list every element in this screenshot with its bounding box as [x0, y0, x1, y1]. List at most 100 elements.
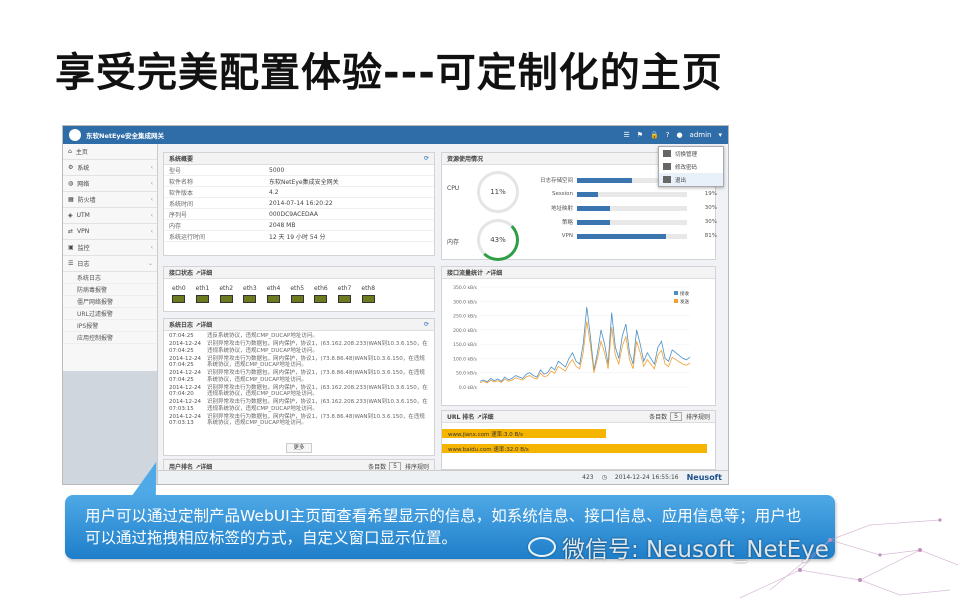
sidebar-item[interactable]: ◍ 网络 ‹ — [63, 176, 157, 192]
system-log-panel[interactable]: 系统日志 ↗详细 ⟳ 07:04:25 违反系统协议，违规CMP_DUCAP地址访问… — [163, 318, 435, 456]
sidebar-subitem[interactable]: 防病毒报警 — [63, 284, 157, 296]
port-label: eth4 — [266, 285, 281, 292]
sidebar-item[interactable]: ⚙ 系统 ‹ — [63, 160, 157, 176]
sidebar-subitem[interactable]: 僵尸网络报警 — [63, 296, 157, 308]
brand-logo: Neusoft — [686, 473, 722, 482]
sidebar-subitem[interactable]: URL过滤报警 — [63, 308, 157, 320]
resource-bar-pct: 81% — [704, 233, 717, 239]
port-item[interactable]: eth5 — [290, 285, 304, 303]
help-icon[interactable]: ? — [665, 131, 670, 139]
logo-icon — [69, 129, 81, 141]
chevron-left-icon: ‹ — [150, 164, 153, 171]
resource-bar-fill — [577, 219, 610, 225]
log-time: 2014-12-24 07:03:15 — [169, 399, 201, 412]
page-size-label: 条目数 — [368, 463, 387, 471]
sidebar-item-label: 主页 — [75, 149, 88, 156]
port-status-title: 接口状态 ↗详细 — [169, 270, 213, 277]
url-sort-label: 排序规则 — [685, 414, 710, 421]
refresh-icon[interactable]: ⟳ — [423, 321, 429, 328]
legend-swatch — [674, 299, 678, 303]
url-page-size-select[interactable]: 5 — [670, 412, 682, 421]
sidebar-item-label: VPN — [77, 228, 90, 235]
globe-icon: ◍ — [68, 180, 74, 187]
port-item[interactable]: eth3 — [243, 285, 257, 303]
sidebar-item[interactable]: ⌂ 主页 — [63, 144, 157, 160]
url-rank-panel[interactable]: URL 排名 ↗详细 条目数 5 排序规则 www.jianx.com 速率:3… — [441, 410, 716, 470]
port-label: eth8 — [361, 285, 376, 292]
y-tick-label: 200.0 kB/s — [453, 328, 478, 334]
resource-bar-row: 策略 30% — [537, 215, 717, 229]
alert-icon[interactable]: ⚑ — [636, 131, 643, 139]
port-item[interactable]: eth0 — [172, 285, 186, 303]
firewall-icon: ▦ — [68, 196, 74, 203]
sidebar-item-label: 监控 — [77, 245, 90, 252]
port-label: eth5 — [290, 285, 305, 292]
sidebar-item[interactable]: ◈ UTM ‹ — [63, 208, 157, 224]
dropdown-item-label: 退出 — [675, 177, 687, 184]
port-status-panel[interactable]: 接口状态 ↗详细 eth0 eth1 eth2 eth3 eth4 eth5 eth6 eth… — [163, 266, 435, 312]
resource-bar-track — [577, 219, 687, 225]
menu-icon[interactable]: ☰ — [623, 131, 630, 139]
sidebar-item[interactable]: ☰ 日志 ⌄ — [63, 256, 157, 272]
cpu-label: CPU — [447, 185, 460, 192]
log-row: 2014-12-24 07:04:25 识别异常攻击行为数据包，网内保护，协议1，… — [169, 370, 429, 383]
dropdown-item[interactable]: 修改密码 — [659, 160, 723, 173]
url-page-size-label: 条目数 — [649, 414, 668, 421]
sidebar-item-label: 日志 — [77, 261, 90, 268]
traffic-chart: 0.0 kB/s 50.0 kB/s 100.0 kB/s 150.0 kB/s 200… — [453, 285, 691, 391]
chevron-left-icon: ‹ — [150, 180, 153, 187]
sidebar-item[interactable]: ⇄ VPN ‹ — [63, 224, 157, 240]
sidebar-subitem[interactable]: 系统日志 — [63, 272, 157, 284]
sidebar-item-label: UTM — [76, 212, 90, 219]
sidebar-item-label: 系统 — [77, 165, 90, 172]
memory-gauge: 43% — [477, 219, 519, 261]
port-label: eth3 — [243, 285, 257, 292]
shield-icon: ◈ — [68, 212, 73, 219]
sidebar-item[interactable]: ▣ 监控 ‹ — [63, 240, 157, 256]
sidebar-subitem[interactable]: IPS报警 — [63, 320, 157, 332]
lock-icon[interactable]: 🔒 — [650, 131, 659, 139]
info-value: 2014-07-14 16:20:22 — [269, 199, 333, 207]
port-item[interactable]: eth7 — [337, 285, 352, 303]
info-row: 序列号 000DC9ACEDAA — [164, 209, 434, 220]
user-icon[interactable]: ● — [676, 131, 683, 139]
port-item[interactable]: eth4 — [266, 285, 281, 303]
resource-bar-fill — [577, 177, 632, 183]
log-text: 违反系统协议，违规CMP_DUCAP地址访问。 — [207, 333, 318, 339]
resource-bar-pct: 19% — [704, 191, 717, 197]
sidebar-subitem[interactable]: 应用控制报警 — [63, 332, 157, 344]
system-info-panel[interactable]: 系统概要 ⟳ 型号 5000 软件名称 东软NetEye集成安全网关 软件版本 4.2 系统时… — [163, 152, 435, 256]
port-item[interactable]: eth8 — [361, 285, 375, 303]
traffic-panel[interactable]: 接口流量统计 ↗详细 0.0 kB/s 50.0 kB/s 100.0 kB/s 15… — [441, 266, 716, 406]
refresh-icon[interactable]: ⟳ — [423, 155, 429, 162]
log-text: 识别异常攻击行为数据包，网内保护，协议1，(73.8.86.48)WAN到10.… — [207, 413, 425, 427]
chevron-left-icon: ‹ — [150, 196, 153, 203]
sidebar-item[interactable]: ▦ 防火墙 ‹ — [63, 192, 157, 208]
dropdown-item[interactable]: 退出 — [659, 173, 723, 186]
status-bar: 423 ◷ 2014-12-24 16:55:16 Neusoft — [158, 470, 728, 484]
log-row: 2014-12-24 07:03:13 识别异常攻击行为数据包，网内保护，协议1，… — [169, 414, 429, 427]
dropdown-item[interactable]: 切换管理 — [659, 147, 723, 160]
resource-bar-label: VPN — [561, 233, 573, 239]
port-label: eth6 — [314, 285, 328, 292]
more-button[interactable]: 更多 — [286, 443, 312, 453]
username[interactable]: admin — [689, 131, 712, 139]
info-key: 内存 — [169, 222, 182, 230]
series-line-0 — [479, 306, 691, 383]
url-row: www.baidu.com 速率:32.0 B/s — [442, 444, 707, 453]
port-item[interactable]: eth2 — [219, 285, 233, 303]
port-item[interactable]: eth6 — [314, 285, 328, 303]
port-label: eth0 — [172, 285, 186, 292]
port-item[interactable]: eth1 — [196, 285, 209, 303]
log-row: 2014-12-24 07:04:25 识别异常攻击行为数据包，网内保护，协议1，… — [169, 341, 429, 354]
watermark-text: 微信号: Neusoft_NetEye — [562, 537, 829, 563]
ethernet-port-icon — [267, 295, 281, 303]
slide-title: 享受完美配置体验---可定制化的主页 — [55, 50, 723, 96]
info-value: 5000 — [269, 166, 285, 174]
app-title: 东软NetEye安全集成网关 — [86, 132, 165, 140]
chevron-down-icon[interactable]: ▾ — [718, 131, 722, 139]
menu-item-icon — [663, 163, 671, 170]
port-label: eth7 — [337, 285, 352, 292]
log-time: 2014-12-24 07:04:25 — [169, 341, 201, 354]
log-time: 07:04:25 — [169, 333, 194, 339]
